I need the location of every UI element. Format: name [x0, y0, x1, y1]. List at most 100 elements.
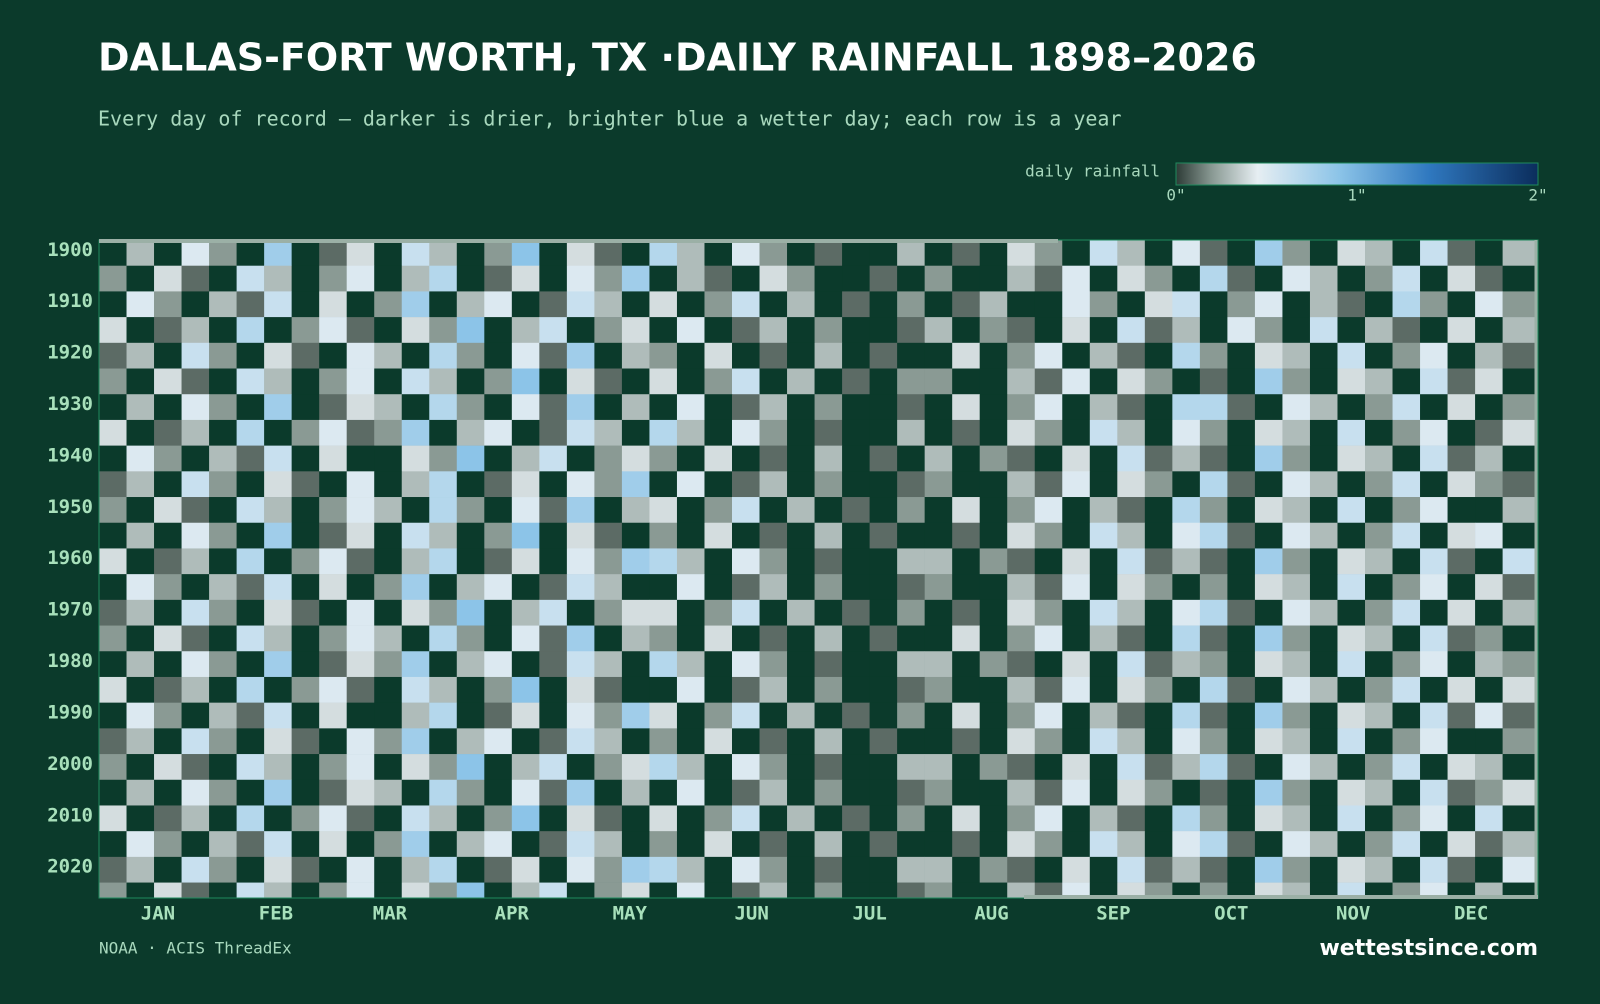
heatmap-cell — [1089, 291, 1118, 318]
heatmap-cell — [1172, 317, 1201, 344]
heatmap-cell — [99, 831, 127, 858]
heatmap-cell — [1007, 342, 1036, 369]
heatmap-cell — [1089, 445, 1118, 472]
heatmap-cell — [842, 342, 870, 369]
heatmap-cell — [566, 419, 595, 446]
heatmap-cell — [842, 368, 870, 395]
heatmap-cell — [511, 574, 540, 601]
heatmap-cell — [236, 240, 265, 267]
heatmap-cell — [952, 419, 980, 446]
heatmap-cell — [1117, 497, 1146, 524]
heatmap-cell — [787, 754, 815, 781]
heatmap-cell — [539, 805, 568, 832]
heatmap-cell — [1282, 805, 1311, 832]
heatmap-cell — [1172, 651, 1201, 678]
heatmap-cell — [1337, 548, 1366, 575]
heatmap-cell — [759, 291, 788, 318]
y-tick-label: 1920 — [47, 342, 93, 364]
heatmap-cell — [1254, 522, 1283, 549]
heatmap-cell — [1172, 548, 1201, 575]
heatmap-cell — [154, 265, 182, 292]
heatmap-cell — [566, 445, 595, 472]
heatmap-cell — [264, 419, 292, 446]
heatmap-cell — [1034, 522, 1063, 549]
heatmap-cell — [1227, 265, 1256, 292]
heatmap-cell — [99, 394, 127, 421]
heatmap-cell — [1392, 291, 1421, 318]
x-tick-label: MAR — [373, 903, 408, 925]
heatmap-cell — [1254, 342, 1283, 369]
heatmap-cell — [1282, 291, 1311, 318]
heatmap-cell — [704, 419, 733, 446]
heatmap-cell — [814, 805, 843, 832]
heatmap-cell — [759, 831, 788, 858]
heatmap-cell — [1337, 342, 1366, 369]
heatmap-cell — [732, 419, 760, 446]
heatmap-cell — [511, 265, 540, 292]
heatmap-cell — [594, 368, 623, 395]
heatmap-cell — [1502, 574, 1539, 601]
heatmap-cell — [374, 676, 403, 703]
heatmap-cell — [1309, 291, 1338, 318]
heatmap-cell — [704, 779, 733, 806]
heatmap-cell — [236, 419, 265, 446]
heatmap-cell — [594, 522, 623, 549]
heatmap-cell — [511, 831, 540, 858]
heatmap-cell — [126, 394, 155, 421]
heatmap-cell — [1392, 471, 1421, 498]
heatmap-cell — [181, 291, 210, 318]
heatmap-cell — [429, 317, 458, 344]
heatmap-cell — [1502, 240, 1539, 267]
heatmap-cell — [1172, 574, 1201, 601]
heatmap-cell — [1420, 805, 1448, 832]
heatmap-cell — [814, 368, 843, 395]
heatmap-cell — [897, 599, 925, 626]
heatmap-cell — [1365, 445, 1393, 472]
heatmap-cell — [979, 522, 1008, 549]
heatmap-cell — [1117, 599, 1146, 626]
heatmap-cell — [1420, 291, 1448, 318]
heatmap-cell — [621, 651, 650, 678]
heatmap-cell — [649, 754, 678, 781]
heatmap-cell — [924, 728, 953, 755]
heatmap-cell — [1227, 497, 1256, 524]
heatmap-cell — [429, 445, 458, 472]
heatmap-cell — [1199, 882, 1228, 899]
heatmap-cell — [99, 625, 127, 652]
heatmap-cell — [1337, 779, 1366, 806]
heatmap-cell — [154, 728, 182, 755]
heatmap-cell — [1392, 831, 1421, 858]
heatmap-cell — [842, 265, 870, 292]
heatmap-cell — [1199, 702, 1228, 729]
heatmap-cell — [787, 728, 815, 755]
heatmap-cell — [126, 368, 155, 395]
heatmap-cell — [621, 445, 650, 472]
heatmap-cell — [1254, 702, 1283, 729]
heatmap-cell — [264, 779, 292, 806]
heatmap-cell — [1117, 882, 1146, 899]
heatmap-cell — [732, 754, 760, 781]
heatmap-cell — [1007, 394, 1036, 421]
heatmap-cell — [209, 574, 237, 601]
heatmap-cell — [952, 471, 980, 498]
heatmap-cell — [484, 291, 513, 318]
heatmap-cell — [979, 317, 1008, 344]
heatmap-cell — [759, 445, 788, 472]
heatmap-cell — [594, 342, 623, 369]
heatmap-cell — [1447, 317, 1476, 344]
heatmap-cell — [484, 265, 513, 292]
heatmap-cell — [1089, 856, 1118, 883]
heatmap-cell — [374, 342, 403, 369]
heatmap-cell — [1420, 728, 1448, 755]
heatmap-cell — [676, 574, 705, 601]
heatmap-cell — [319, 754, 347, 781]
heatmap-cell — [924, 805, 953, 832]
heatmap-cell — [1089, 805, 1118, 832]
heatmap-cell — [979, 574, 1008, 601]
heatmap-cell — [1089, 728, 1118, 755]
heatmap-cell — [814, 574, 843, 601]
heatmap-cell — [1117, 856, 1146, 883]
heatmap-cell — [99, 240, 127, 267]
heatmap-cell — [1007, 419, 1036, 446]
heatmap-cell — [154, 805, 182, 832]
